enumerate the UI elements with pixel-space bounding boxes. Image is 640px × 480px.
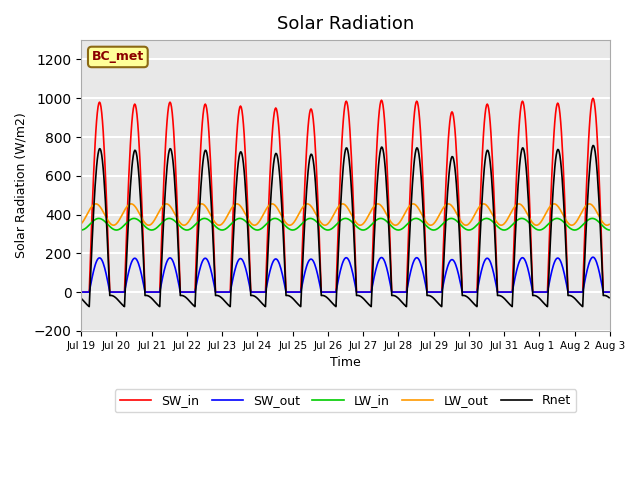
- LW_out: [426, 222, 434, 228]
- Rnet: [85, 304, 93, 310]
- LW_in: [87, 221, 95, 227]
- Rnet: [88, 253, 95, 259]
- Rnet: [605, 295, 613, 300]
- Rnet: [196, 209, 204, 215]
- Line: Rnet: Rnet: [81, 145, 609, 307]
- LW_in: [196, 218, 204, 224]
- SW_out: [409, 260, 417, 266]
- LW_out: [87, 205, 95, 211]
- Y-axis label: Solar Radiation (W/m2): Solar Radiation (W/m2): [15, 113, 28, 258]
- Rnet: [223, 301, 231, 307]
- Legend: SW_in, SW_out, LW_in, LW_out, Rnet: SW_in, SW_out, LW_in, LW_out, Rnet: [115, 389, 576, 412]
- SW_in: [605, 289, 613, 295]
- Rnet: [426, 293, 433, 299]
- SW_out: [87, 282, 95, 288]
- SW_out: [589, 254, 597, 260]
- LW_in: [605, 227, 613, 233]
- SW_out: [605, 289, 613, 295]
- Line: LW_in: LW_in: [81, 218, 609, 230]
- LW_in: [77, 227, 85, 233]
- SW_in: [195, 189, 202, 195]
- SW_in: [409, 128, 417, 133]
- SW_out: [141, 289, 149, 295]
- LW_in: [426, 226, 433, 231]
- Rnet: [142, 292, 150, 298]
- LW_out: [143, 221, 150, 227]
- SW_out: [425, 289, 433, 295]
- Line: SW_in: SW_in: [81, 98, 609, 292]
- SW_in: [141, 289, 149, 295]
- LW_out: [411, 202, 419, 207]
- LW_out: [77, 221, 85, 227]
- Line: LW_out: LW_out: [81, 204, 609, 225]
- SW_in: [425, 289, 433, 295]
- SW_in: [223, 289, 230, 295]
- SW_out: [223, 289, 230, 295]
- LW_in: [95, 216, 102, 221]
- SW_in: [589, 96, 597, 101]
- SW_out: [77, 289, 85, 295]
- LW_in: [142, 224, 150, 230]
- Rnet: [77, 296, 85, 301]
- LW_in: [223, 225, 231, 231]
- LW_out: [605, 221, 613, 227]
- Title: Solar Radiation: Solar Radiation: [277, 15, 414, 33]
- Text: BC_met: BC_met: [92, 50, 144, 63]
- LW_out: [196, 202, 204, 207]
- LW_out: [92, 201, 100, 207]
- X-axis label: Time: Time: [330, 356, 361, 369]
- LW_out: [224, 212, 232, 217]
- SW_in: [77, 289, 85, 295]
- Rnet: [410, 163, 418, 169]
- LW_out: [109, 222, 117, 228]
- SW_in: [87, 247, 95, 252]
- LW_in: [410, 216, 418, 222]
- Line: SW_out: SW_out: [81, 257, 609, 292]
- Rnet: [589, 143, 597, 148]
- SW_out: [195, 271, 202, 277]
